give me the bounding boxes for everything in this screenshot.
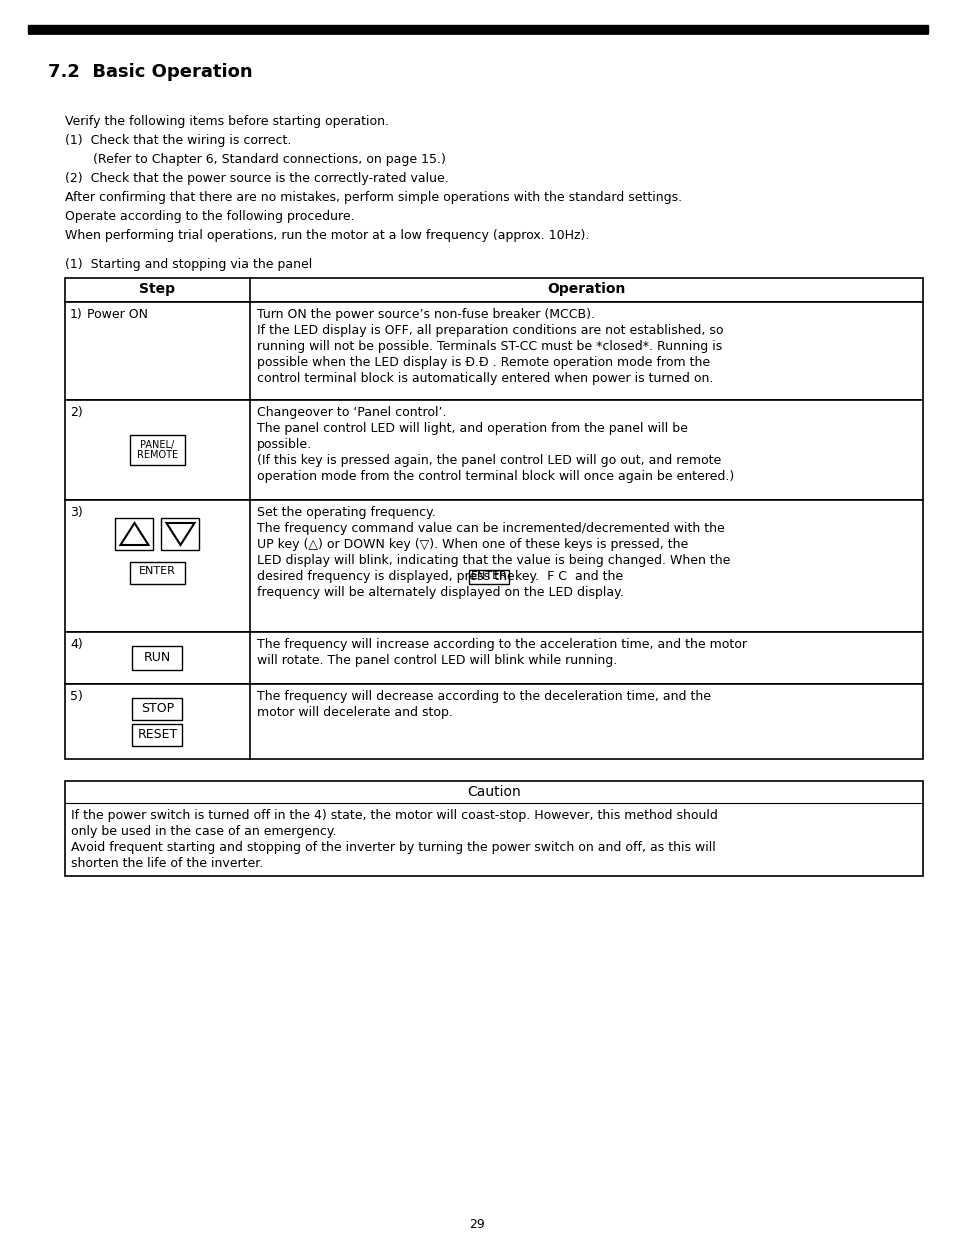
Bar [65, 684, 923, 760]
Text: Verify the following items before starting operation.: Verify the following items before starti… [65, 115, 389, 128]
Text: will rotate. The panel control LED will blink while running.: will rotate. The panel control LED will … [256, 655, 617, 667]
Bar [132, 646, 182, 671]
Text: Operate according to the following procedure.: Operate according to the following proce… [65, 210, 355, 224]
Bar [469, 571, 509, 584]
Bar [132, 724, 182, 746]
Text: The frequency command value can be incremented/decremented with the: The frequency command value can be incre… [256, 522, 724, 535]
Text: REMOTE: REMOTE [137, 450, 178, 459]
Text: 29: 29 [469, 1218, 484, 1231]
Bar [65, 303, 923, 400]
Text: Turn ON the power source’s non-fuse breaker (MCCB).: Turn ON the power source’s non-fuse brea… [256, 308, 595, 321]
Polygon shape [120, 522, 149, 545]
Text: 5): 5) [70, 690, 83, 703]
Text: 3): 3) [70, 506, 83, 519]
Text: STOP: STOP [141, 701, 173, 715]
Bar [132, 698, 182, 720]
Text: 1): 1) [70, 308, 83, 321]
Bar [65, 632, 923, 684]
Text: When performing trial operations, run the motor at a low frequency (approx. 10Hz: When performing trial operations, run th… [65, 228, 589, 242]
Bar [115, 517, 153, 550]
Text: (1)  Check that the wiring is correct.: (1) Check that the wiring is correct. [65, 135, 291, 147]
Text: PANEL/: PANEL/ [140, 440, 174, 450]
Text: frequency will be alternately displayed on the LED display.: frequency will be alternately displayed … [256, 585, 623, 599]
Text: The panel control LED will light, and operation from the panel will be: The panel control LED will light, and op… [256, 422, 687, 435]
Polygon shape [167, 522, 194, 545]
Text: (Refer to Chapter 6, Standard connections, on page 15.): (Refer to Chapter 6, Standard connection… [65, 153, 445, 165]
Text: control terminal block is automatically entered when power is turned on.: control terminal block is automatically … [256, 372, 713, 385]
Text: running will not be possible. Terminals ST-CC must be *closed*. Running is: running will not be possible. Terminals … [256, 340, 721, 353]
Bar [161, 517, 199, 550]
Text: 4): 4) [70, 638, 83, 651]
Text: Step: Step [139, 282, 175, 296]
Text: Power ON: Power ON [87, 308, 148, 321]
Text: The frequency will decrease according to the deceleration time, and the: The frequency will decrease according to… [256, 690, 710, 703]
Text: Changeover to ‘Panel control’.: Changeover to ‘Panel control’. [256, 406, 446, 419]
Bar [130, 562, 185, 584]
Text: key.  F C  and the: key. F C and the [511, 571, 622, 583]
Text: Set the operating frequency.: Set the operating frequency. [256, 506, 436, 519]
Text: Operation: Operation [547, 282, 625, 296]
Text: possible.: possible. [256, 438, 312, 451]
Text: only be used in the case of an emergency.: only be used in the case of an emergency… [71, 825, 336, 839]
Text: ENTER: ENTER [139, 566, 175, 576]
Bar [65, 781, 923, 876]
Text: The frequency will increase according to the acceleration time, and the motor: The frequency will increase according to… [256, 638, 746, 651]
Text: LED display will blink, indicating that the value is being changed. When the: LED display will blink, indicating that … [256, 555, 730, 567]
Text: ENTER: ENTER [470, 571, 507, 580]
Text: RUN: RUN [144, 651, 171, 664]
Text: After confirming that there are no mistakes, perform simple operations with the : After confirming that there are no mista… [65, 191, 681, 204]
Text: shorten the life of the inverter.: shorten the life of the inverter. [71, 857, 263, 869]
Text: (1)  Starting and stopping via the panel: (1) Starting and stopping via the panel [65, 258, 312, 270]
Bar [65, 278, 923, 303]
Bar [65, 500, 923, 632]
Text: RESET: RESET [137, 727, 177, 741]
Text: Caution: Caution [467, 785, 520, 799]
Text: If the LED display is OFF, all preparation conditions are not established, so: If the LED display is OFF, all preparati… [256, 324, 722, 337]
Bar [130, 435, 185, 466]
Text: 2): 2) [70, 406, 83, 419]
Text: (2)  Check that the power source is the correctly-rated value.: (2) Check that the power source is the c… [65, 172, 448, 185]
Bar [28, 25, 927, 33]
Text: Avoid frequent starting and stopping of the inverter by turning the power switch: Avoid frequent starting and stopping of … [71, 841, 715, 853]
Bar [65, 400, 923, 500]
Text: possible when the LED display is Đ.Đ . Remote operation mode from the: possible when the LED display is Đ.Đ . R… [256, 356, 709, 369]
Text: desired frequency is displayed, press the: desired frequency is displayed, press th… [256, 571, 518, 583]
Text: motor will decelerate and stop.: motor will decelerate and stop. [256, 706, 453, 719]
Text: UP key (△) or DOWN key (▽). When one of these keys is pressed, the: UP key (△) or DOWN key (▽). When one of … [256, 538, 687, 551]
Text: (If this key is pressed again, the panel control LED will go out, and remote: (If this key is pressed again, the panel… [256, 454, 720, 467]
Text: operation mode from the control terminal block will once again be entered.): operation mode from the control terminal… [256, 471, 734, 483]
Text: If the power switch is turned off in the 4) state, the motor will coast-stop. Ho: If the power switch is turned off in the… [71, 809, 717, 823]
Text: 7.2  Basic Operation: 7.2 Basic Operation [48, 63, 253, 82]
